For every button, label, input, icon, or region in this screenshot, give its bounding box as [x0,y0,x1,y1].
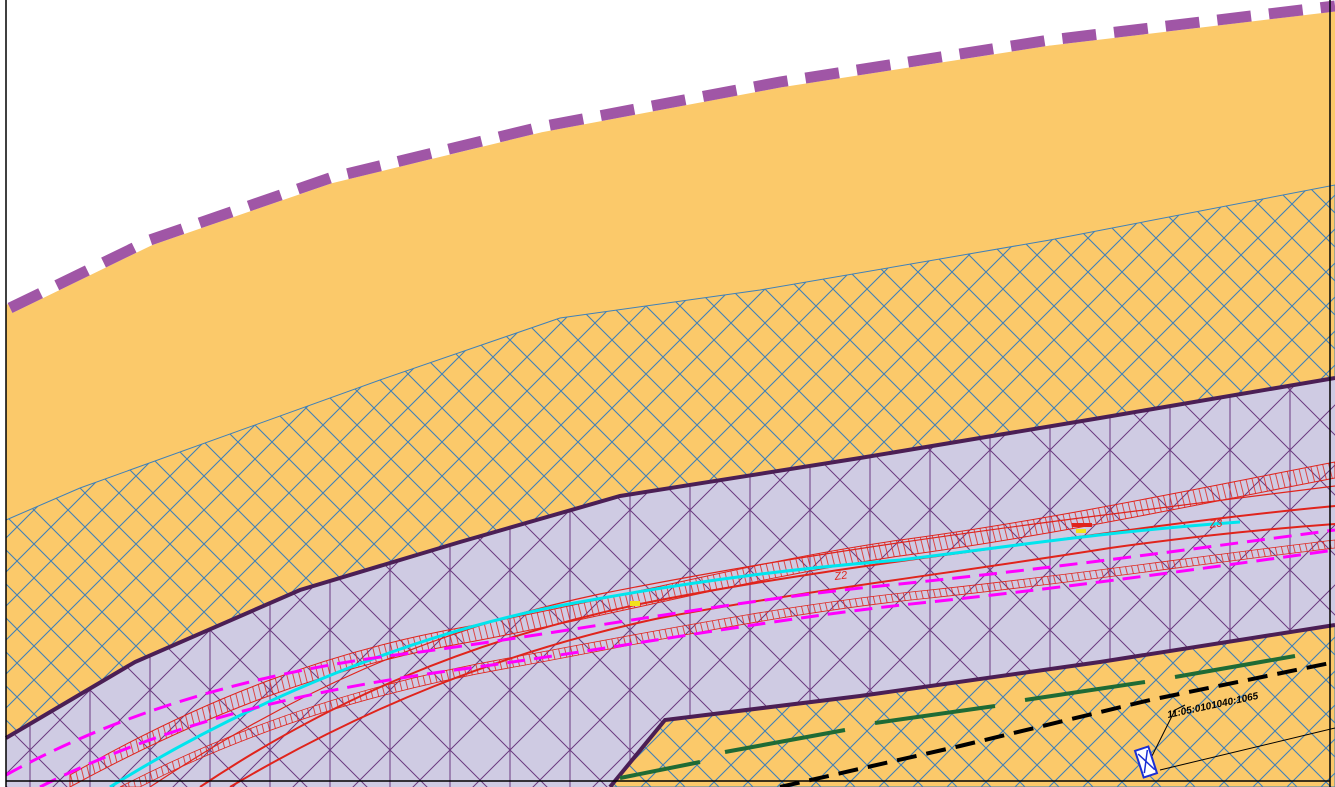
axis-label-z3: Z3 [1208,517,1224,531]
point-mark [1076,529,1086,533]
corridor-edge-bottom [608,623,1335,787]
point-mark [630,601,640,606]
parcel-boundary-dash [779,660,1335,787]
road-corridor-grid [6,378,1335,787]
axis-label-z2: Z2 [833,569,848,583]
axis-dash-line [39,548,1335,787]
road-edge-line [199,505,1335,787]
corridor-edge-top [4,376,1335,740]
parcel-line [1149,704,1186,761]
green-dash-line [619,654,1296,780]
parcel-line [1159,727,1335,771]
point-mark [1072,523,1092,527]
cyan-line [109,520,1241,787]
axis-dash-line [5,528,1335,777]
outer-boundary-white [7,0,1335,313]
parcel-marker-icon[interactable] [1133,745,1159,779]
road-edge-line [229,523,1335,787]
road-edge-line [149,485,1335,787]
